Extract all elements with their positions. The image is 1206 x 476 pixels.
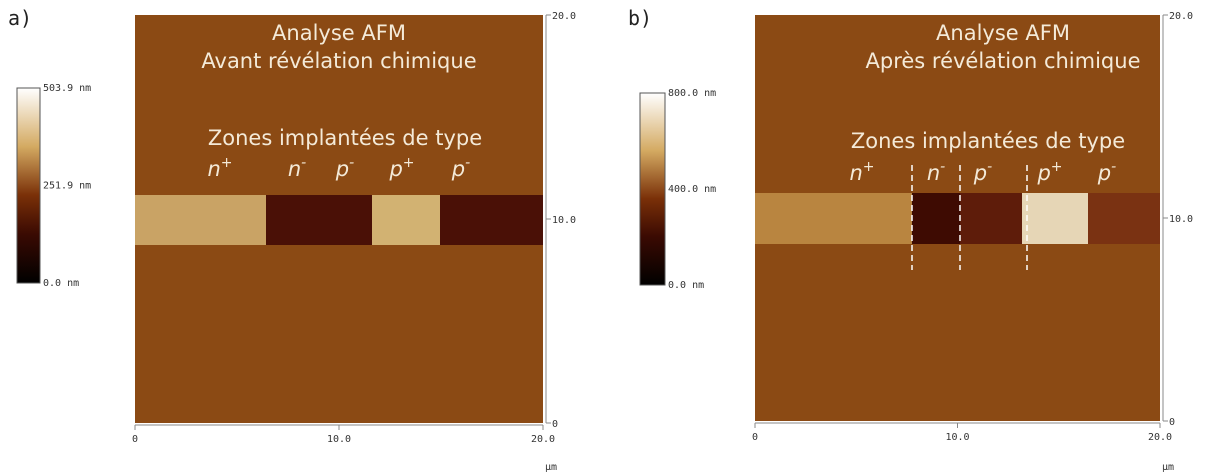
zone-doping: - bbox=[301, 155, 306, 171]
y-tick-label: 20.0 bbox=[552, 11, 576, 22]
y-tick-label: 0 bbox=[1169, 417, 1175, 428]
zone-doping: + bbox=[1051, 159, 1063, 175]
zone-type: n bbox=[207, 157, 220, 181]
y-tick-label: 0 bbox=[552, 419, 558, 430]
zone-type: p bbox=[451, 157, 465, 181]
implant-zone bbox=[135, 195, 266, 245]
panel-label: b) bbox=[628, 6, 652, 30]
zone-type: p bbox=[973, 161, 987, 185]
implant-zone bbox=[960, 193, 1022, 244]
title-line: Analyse AFM bbox=[272, 21, 406, 45]
title-line: Avant révélation chimique bbox=[201, 49, 476, 73]
colorbar-label: 400.0 nm bbox=[668, 184, 716, 195]
implant-zone bbox=[266, 195, 372, 245]
zone-label: p- bbox=[973, 159, 992, 185]
implant-zone bbox=[755, 193, 912, 244]
panel-label: a) bbox=[8, 6, 32, 30]
x-tick-label: 10.0 bbox=[327, 434, 351, 445]
zone-doping: + bbox=[221, 155, 233, 171]
x-tick-label: 0 bbox=[132, 434, 138, 445]
zone-label: p+ bbox=[388, 155, 414, 181]
colorbar-label: 0.0 nm bbox=[43, 278, 79, 289]
afm-panel: a) Analyse AFM Avant révélation chimique Zo… bbox=[8, 6, 576, 473]
implant-zone bbox=[1088, 193, 1160, 244]
zone-doping: + bbox=[403, 155, 415, 171]
zone-type: n bbox=[288, 157, 301, 181]
x-tick-label: 10.0 bbox=[945, 432, 969, 443]
zone-doping: - bbox=[987, 159, 992, 175]
x-tick-label: 20.0 bbox=[531, 434, 555, 445]
zone-label: n+ bbox=[207, 155, 232, 181]
afm-panel: b) Analyse AFM Après révélation chimique Zo… bbox=[628, 6, 1193, 473]
zone-doping: - bbox=[940, 159, 945, 175]
zone-doping: - bbox=[1111, 159, 1116, 175]
zone-type: p bbox=[1097, 161, 1111, 185]
zone-label: n+ bbox=[849, 159, 874, 185]
zone-doping: - bbox=[349, 155, 354, 171]
y-tick-label: 20.0 bbox=[1169, 11, 1193, 22]
zones-heading: Zones implantées de type bbox=[208, 126, 482, 150]
colorbar-label: 251.9 nm bbox=[43, 181, 91, 192]
zone-label: n- bbox=[288, 155, 306, 181]
colorbar bbox=[639, 92, 666, 286]
zone-label: p- bbox=[451, 155, 470, 181]
implant-zone bbox=[912, 193, 960, 244]
y-tick-label: 10.0 bbox=[1169, 214, 1193, 225]
x-tick-label: 0 bbox=[752, 432, 758, 443]
zone-label: n- bbox=[927, 159, 945, 185]
zone-type: p bbox=[388, 157, 402, 181]
implant-zone bbox=[1022, 193, 1088, 244]
x-tick-label: 20.0 bbox=[1148, 432, 1172, 443]
zone-label: p+ bbox=[1036, 159, 1062, 185]
zone-type: p bbox=[1036, 161, 1050, 185]
colorbar-label: 503.9 nm bbox=[43, 83, 91, 94]
y-tick-label: 10.0 bbox=[552, 215, 576, 226]
title-line: Analyse AFM bbox=[936, 21, 1070, 45]
zone-type: n bbox=[927, 161, 940, 185]
zones-heading: Zones implantées de type bbox=[851, 129, 1125, 153]
zone-doping: + bbox=[863, 159, 875, 175]
zone-label: p- bbox=[335, 155, 354, 181]
implant-zone bbox=[372, 195, 440, 245]
colorbar-label: 0.0 nm bbox=[668, 280, 704, 291]
colorbar-label: 800.0 nm bbox=[668, 88, 716, 99]
zone-label: p- bbox=[1097, 159, 1116, 185]
colorbar bbox=[16, 87, 41, 284]
axis-unit: µm bbox=[545, 462, 557, 473]
zone-type: p bbox=[335, 157, 349, 181]
title-line: Après révélation chimique bbox=[866, 49, 1141, 73]
zone-doping: - bbox=[465, 155, 470, 171]
zone-type: n bbox=[849, 161, 862, 185]
axis-unit: µm bbox=[1162, 462, 1174, 473]
implant-zone bbox=[440, 195, 543, 245]
